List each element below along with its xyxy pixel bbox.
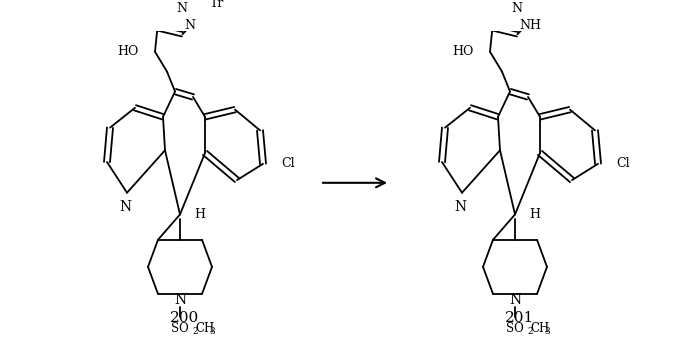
- Text: CH: CH: [195, 322, 214, 335]
- Text: 200: 200: [170, 311, 200, 326]
- Text: N: N: [454, 200, 466, 214]
- Text: CH: CH: [530, 322, 549, 335]
- Text: N: N: [509, 293, 521, 307]
- Text: NH: NH: [519, 19, 542, 32]
- Text: Tr: Tr: [209, 0, 224, 10]
- Text: N: N: [174, 293, 186, 307]
- Text: N: N: [176, 2, 187, 15]
- Text: 2: 2: [527, 327, 533, 336]
- Text: N: N: [119, 200, 131, 214]
- Text: H: H: [194, 208, 205, 221]
- Text: SO: SO: [171, 322, 189, 335]
- Text: HO: HO: [452, 45, 474, 58]
- Text: HO: HO: [118, 45, 139, 58]
- Text: H: H: [529, 208, 540, 221]
- Text: 2: 2: [192, 327, 198, 336]
- Text: 201: 201: [505, 311, 535, 326]
- Text: N: N: [184, 19, 195, 32]
- Text: Cl: Cl: [616, 157, 630, 170]
- Text: SO: SO: [506, 322, 524, 335]
- Text: N: N: [511, 2, 522, 15]
- Text: 3: 3: [544, 327, 549, 336]
- Text: 3: 3: [209, 327, 214, 336]
- Text: Cl: Cl: [281, 157, 295, 170]
